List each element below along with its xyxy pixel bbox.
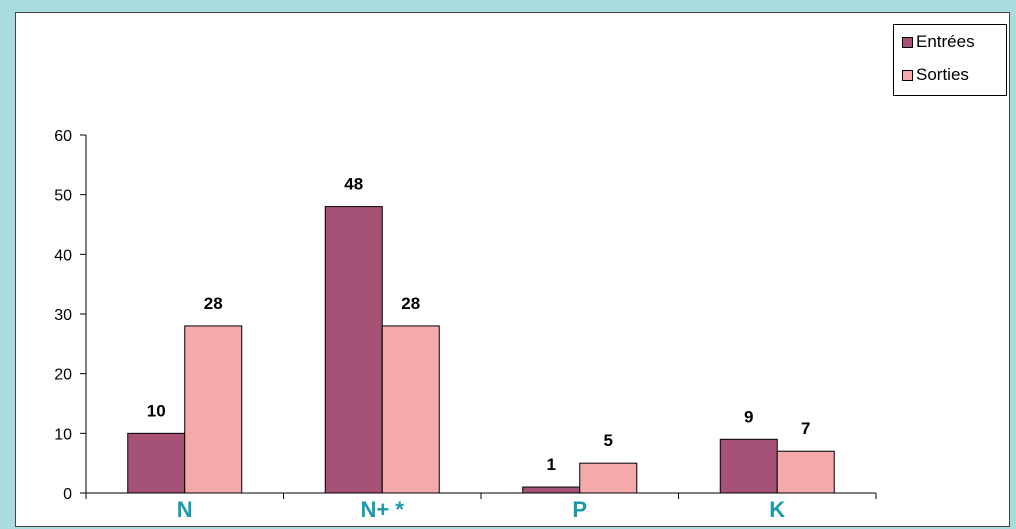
category-label: N+ * (361, 497, 405, 522)
data-label: 48 (344, 175, 363, 194)
bar-sorties (184, 325, 243, 494)
data-label: 28 (204, 294, 223, 313)
bar-sorties (776, 450, 835, 494)
category-label: P (572, 497, 587, 522)
data-label: 1 (547, 455, 556, 474)
data-label: 7 (801, 419, 810, 438)
y-tick-label: 20 (54, 367, 72, 384)
legend-swatch-entrees (902, 36, 913, 48)
bar-sorties (381, 325, 440, 494)
bar-entrees (719, 438, 778, 494)
y-tick-label: 60 (54, 128, 72, 145)
y-tick-label: 40 (54, 247, 72, 264)
y-tick-label: 50 (54, 188, 72, 205)
y-tick-label: 10 (54, 426, 72, 443)
bar-entrees (127, 432, 186, 494)
category-label: N (177, 497, 193, 522)
y-tick-label: 0 (63, 486, 72, 503)
category-label: K (769, 497, 785, 522)
bar-sorties (579, 462, 638, 494)
legend-label-sorties: Sorties (916, 65, 969, 84)
data-label: 5 (604, 431, 613, 450)
legend-swatch-sorties (902, 69, 913, 81)
data-label: 28 (401, 294, 420, 313)
legend-label-entrees: Entrées (916, 32, 975, 51)
data-label: 9 (744, 407, 753, 426)
data-label: 10 (147, 401, 166, 420)
y-tick-label: 30 (54, 307, 72, 324)
bar-entrees (324, 206, 383, 494)
legend-item-sorties: Sorties (902, 63, 969, 87)
chart-legend: Entrées Sorties (893, 24, 1007, 96)
bar-entrees (522, 486, 581, 494)
legend-item-entrees: Entrées (902, 30, 975, 54)
